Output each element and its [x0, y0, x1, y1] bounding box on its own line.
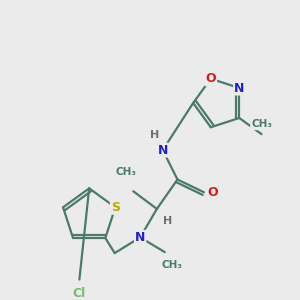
- Text: O: O: [208, 186, 218, 199]
- Text: CH₃: CH₃: [251, 119, 272, 129]
- Text: H: H: [163, 216, 172, 226]
- Text: CH₃: CH₃: [161, 260, 182, 270]
- Text: CH₃: CH₃: [116, 167, 137, 177]
- Text: N: N: [158, 144, 168, 157]
- Text: O: O: [206, 72, 216, 85]
- Text: Cl: Cl: [73, 287, 86, 300]
- Text: H: H: [150, 130, 160, 140]
- Text: S: S: [111, 201, 120, 214]
- Text: N: N: [234, 82, 244, 94]
- Text: N: N: [135, 231, 146, 244]
